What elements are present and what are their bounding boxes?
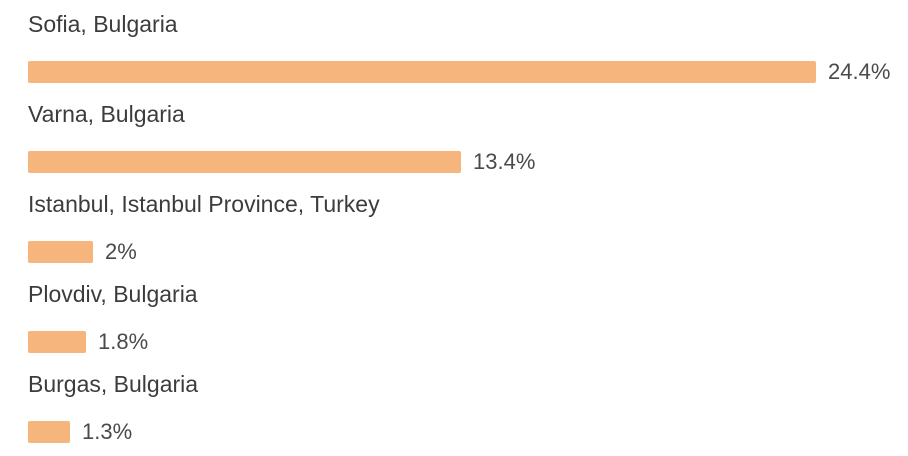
bar-line: 1.8% xyxy=(28,330,148,354)
bar xyxy=(28,331,86,353)
category-label: Sofia, Bulgaria xyxy=(28,11,178,37)
bar-line: 24.4% xyxy=(28,60,890,84)
value-label: 2% xyxy=(105,239,137,264)
value-label: 1.3% xyxy=(82,419,133,444)
value-label: 1.8% xyxy=(98,329,149,354)
bar xyxy=(28,61,816,83)
bar-line: 2% xyxy=(28,240,137,264)
bar-row: Burgas, Bulgaria 1.3% xyxy=(28,370,898,456)
city-distribution-chart: Sofia, Bulgaria 24.4% Varna, Bulgaria 13.4%… xyxy=(28,10,898,444)
bar-line: 13.4% xyxy=(28,150,535,174)
value-label: 13.4% xyxy=(473,149,536,174)
bar xyxy=(28,421,70,443)
value-label: 24.4% xyxy=(828,59,891,84)
bar xyxy=(28,151,461,173)
bar-row: Varna, Bulgaria 13.4% xyxy=(28,100,898,186)
bar-line: 1.3% xyxy=(28,420,132,444)
category-label: Burgas, Bulgaria xyxy=(28,371,199,397)
bar-row: Plovdiv, Bulgaria 1.8% xyxy=(28,280,898,366)
category-label: Plovdiv, Bulgaria xyxy=(28,281,198,307)
bar-row: Sofia, Bulgaria 24.4% xyxy=(28,10,898,96)
bar xyxy=(28,241,93,263)
category-label: Varna, Bulgaria xyxy=(28,101,185,127)
bar-row: Istanbul, Istanbul Province, Turkey 2% xyxy=(28,190,898,276)
category-label: Istanbul, Istanbul Province, Turkey xyxy=(28,191,380,217)
